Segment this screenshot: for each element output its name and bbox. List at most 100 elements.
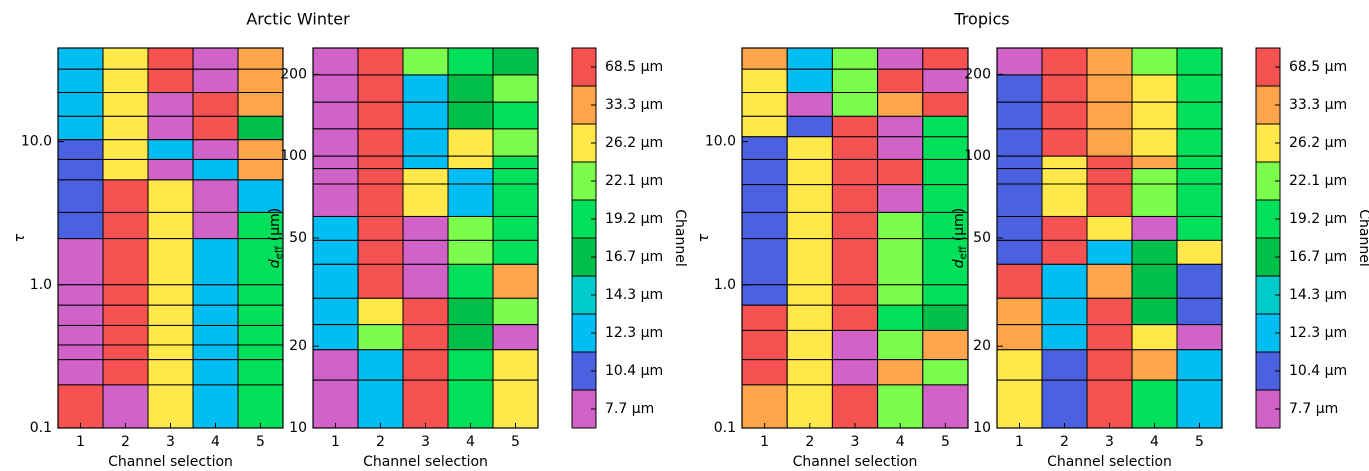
cell: [1086, 215, 1133, 241]
cell: [312, 183, 359, 217]
x-tick-label: 3: [1105, 434, 1114, 450]
y-tick-label: 10.0: [705, 134, 736, 150]
cell: [447, 74, 494, 103]
cell: [192, 359, 239, 386]
cell: [447, 324, 494, 351]
cell: [877, 158, 924, 186]
cell: [57, 179, 104, 213]
y-tick-label: 20: [289, 338, 307, 354]
cell: [447, 239, 494, 265]
cell: [102, 139, 149, 160]
cell: [1131, 239, 1178, 265]
cell: [996, 379, 1043, 429]
cell: [996, 183, 1043, 217]
cell: [786, 329, 833, 361]
cell: [831, 384, 879, 429]
cell: [1086, 74, 1133, 103]
cell: [57, 158, 104, 181]
cell: [996, 168, 1043, 185]
cell: [1041, 324, 1088, 351]
cell: [192, 344, 239, 361]
x-tick-label: 1: [331, 434, 340, 450]
x-tick-label: 5: [1195, 434, 1204, 450]
cell: [102, 238, 149, 286]
colorbar-label: 16.7 μm: [605, 249, 663, 265]
cell: [312, 47, 359, 76]
cell: [1086, 168, 1133, 185]
colorbar-label: 68.5 μm: [605, 59, 663, 75]
x-axis-label: Channel selection: [793, 454, 918, 470]
x-tick-label: 4: [1150, 434, 1159, 450]
x-tick-label: 3: [851, 434, 860, 450]
cell: [492, 297, 539, 326]
cell: [57, 304, 104, 326]
cell: [1086, 239, 1133, 265]
cell: [786, 184, 833, 213]
colorbar-label: 26.2 μm: [1289, 135, 1347, 151]
cell: [102, 359, 149, 386]
cell: [786, 136, 833, 160]
cell: [192, 304, 239, 326]
cell: [1131, 183, 1178, 217]
cell: [1131, 47, 1178, 76]
colorbar-title: Channel: [672, 209, 688, 266]
cell: [192, 179, 239, 213]
cell: [922, 115, 969, 138]
x-axis-label: Channel selection: [363, 454, 488, 470]
cell: [57, 344, 104, 361]
cell: [147, 304, 194, 326]
cell: [492, 215, 539, 241]
cell: [237, 47, 284, 70]
cell: [447, 183, 494, 217]
y-axis-label: deff (μm): [267, 208, 285, 268]
cell: [57, 284, 104, 306]
cell: [831, 115, 879, 138]
cell: [357, 74, 404, 103]
cell: [402, 168, 449, 185]
colorbar-label: 33.3 μm: [1289, 97, 1347, 113]
cell: [102, 324, 149, 346]
cell: [877, 115, 924, 138]
cell: [237, 238, 284, 286]
cell: [1176, 101, 1223, 130]
cell: [357, 297, 404, 326]
y-tick-label: 100: [964, 148, 991, 164]
cell: [192, 92, 239, 117]
cell: [741, 136, 788, 160]
cell: [492, 379, 539, 429]
cell: [57, 115, 104, 141]
cell: [447, 349, 494, 381]
y-tick-label: 200: [280, 66, 307, 82]
cell: [357, 263, 404, 299]
cell: [402, 297, 449, 326]
x-tick-label: 5: [256, 434, 265, 450]
cell: [1041, 183, 1088, 217]
cell: [1086, 379, 1133, 429]
cell: [786, 359, 833, 386]
cell: [996, 239, 1043, 265]
cell: [492, 324, 539, 351]
y-tick-label: 0.1: [30, 420, 52, 436]
y-tick-label: 50: [289, 230, 307, 246]
cell: [492, 101, 539, 130]
cell: [741, 92, 788, 117]
colorbar-label: 7.7 μm: [605, 401, 654, 417]
x-tick-label: 4: [211, 434, 220, 450]
y-tick-label: 10.0: [21, 134, 52, 150]
cell: [1041, 128, 1088, 157]
x-axis-label: Channel selection: [1047, 454, 1172, 470]
cell: [877, 47, 924, 70]
cell: [192, 324, 239, 346]
cell: [831, 47, 879, 70]
cell: [922, 68, 969, 94]
y-label-main: d: [951, 259, 967, 268]
cell: [877, 359, 924, 386]
x-tick-label: 2: [805, 434, 814, 450]
cell: [237, 359, 284, 386]
cell: [312, 155, 359, 170]
cell: [922, 238, 969, 286]
cell: [786, 92, 833, 117]
cell: [741, 384, 788, 429]
cell: [402, 183, 449, 217]
